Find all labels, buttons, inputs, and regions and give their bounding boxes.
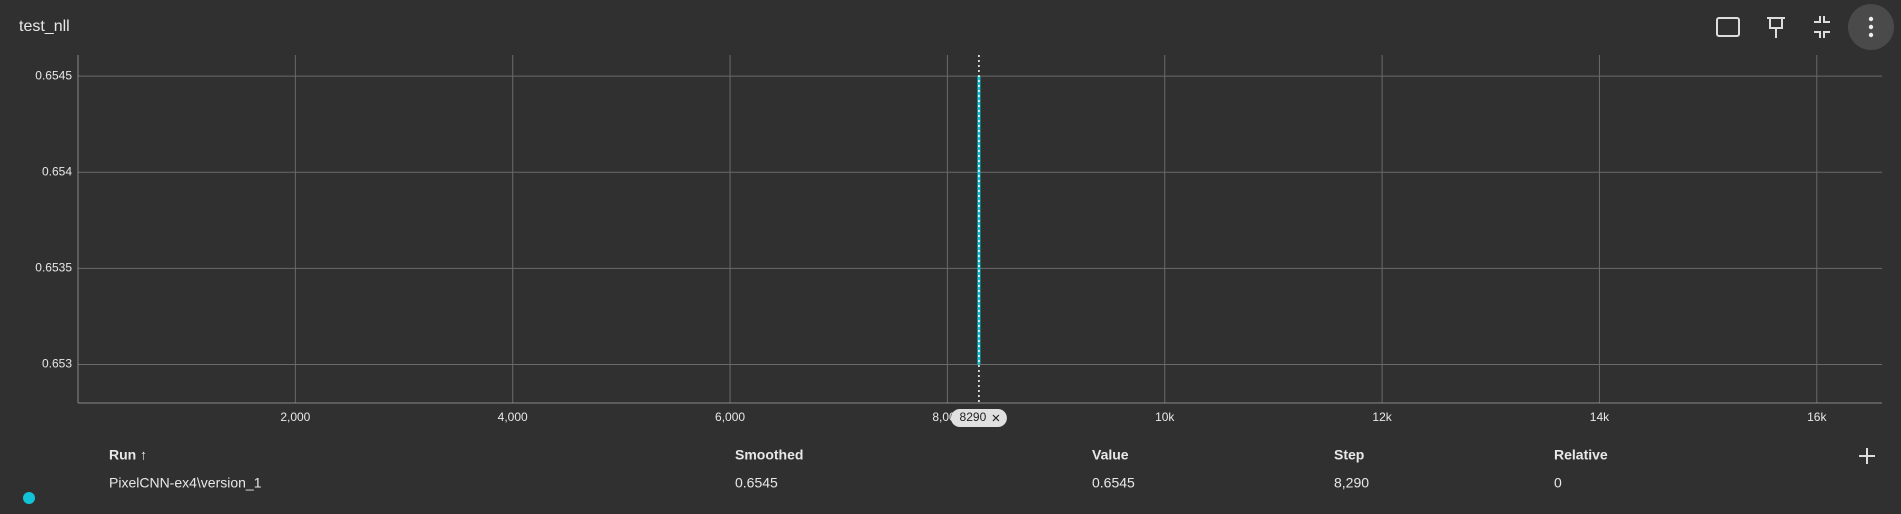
more-menu[interactable] [1848,4,1894,50]
y-tick-label: 0.653 [42,357,72,371]
chart-title: test_nll [19,18,70,35]
y-tick-label: 0.6545 [35,68,72,82]
pin-icon-shape [1767,17,1785,38]
column-header: Relative [1554,447,1608,463]
dot [1868,24,1874,30]
x-tick-label: 14k [1590,410,1610,424]
x-tick-label: 4,000 [498,410,528,424]
run-table: Run ↑ Smoothed Value Step Relative PixelCNN-e… [23,447,1608,504]
x-tick-label: 12k [1372,410,1392,424]
hover-step-label: 8290 [960,410,987,424]
hover-close [992,414,1000,422]
dot [1868,32,1874,38]
table-cell: PixelCNN-ex4\version_1 [109,475,262,491]
hover-chip [950,409,1007,427]
fit-icon[interactable] [1716,17,1740,37]
pin-icon[interactable] [1767,17,1785,38]
table-cell: 0.6545 [735,475,778,491]
plus-icon [1859,448,1875,464]
x-tick-label: 2,000 [280,410,310,424]
collapse-icon-shape [1814,16,1830,38]
y-tick-label: 0.6535 [35,261,72,275]
x-tick-label: 16k [1807,410,1827,424]
column-header: Value [1092,447,1129,463]
column-header: Smoothed [735,447,803,463]
x-tick-label: 6,000 [715,410,745,424]
column-header: Run ↑ [109,447,147,463]
table-cell: 8,290 [1334,475,1369,491]
run-color-dot [23,492,35,504]
y-tick-label: 0.654 [42,164,72,178]
dot [1868,16,1874,22]
x-tick-label: 10k [1155,410,1175,424]
column-header: Step [1334,447,1364,463]
table-cell: 0.6545 [1092,475,1135,491]
add-column[interactable] [1859,448,1875,464]
table-cell: 0 [1554,475,1562,491]
fit-icon-frame [1716,17,1740,37]
collapse-icon[interactable] [1814,16,1830,38]
